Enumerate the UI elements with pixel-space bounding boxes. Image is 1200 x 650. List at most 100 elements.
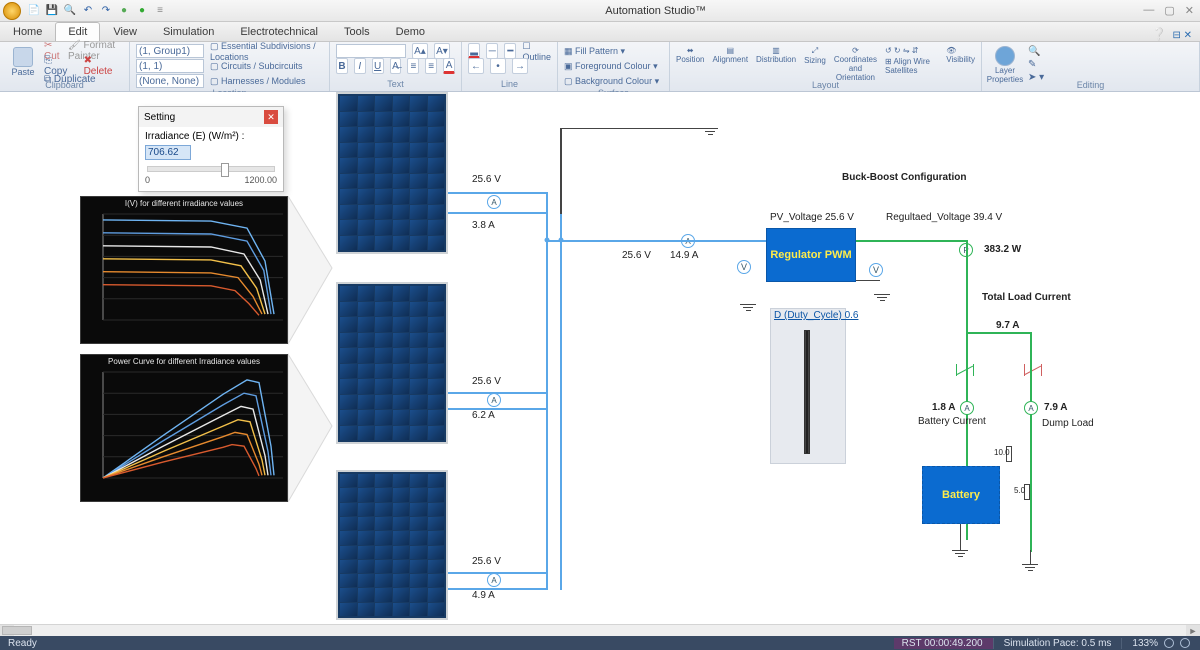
paste-button[interactable]: Paste (6, 44, 40, 80)
arrow-end-button[interactable]: → (512, 58, 528, 74)
fill-pattern-button[interactable]: ▦ Fill Pattern ▾ (564, 46, 625, 57)
line-color-button[interactable]: ▂ (468, 43, 480, 59)
loc-opt3[interactable]: ▢ Harnesses / Modules (210, 76, 306, 87)
tab-demo[interactable]: Demo (383, 22, 438, 41)
align-center-button[interactable]: ≡ (425, 58, 437, 74)
minimize-icon[interactable]: — (1143, 4, 1154, 17)
battery-block[interactable]: Battery (922, 466, 1000, 524)
fg-color-button[interactable]: ▣ Foreground Colour ▾ (564, 61, 658, 72)
canvas[interactable]: Setting✕ Irradiance (E) (W/m²) : 01200.0… (0, 92, 1200, 636)
rotate-buttons[interactable]: ↺ ↻ ⇋ ⇵ (885, 46, 938, 55)
qat-dot2-icon[interactable]: ● (134, 3, 150, 19)
bus-v: 25.6 V (622, 250, 651, 261)
regulator-block[interactable]: Regulator PWM (766, 228, 856, 282)
status-pace: Simulation Pace: 0.5 ms (993, 638, 1122, 649)
bus-i: 14.9 A (670, 250, 698, 261)
load-i: 9.7 A (996, 320, 1020, 331)
underline-button[interactable]: U (372, 58, 384, 74)
tab-simulation[interactable]: Simulation (150, 22, 227, 41)
status-ready: Ready (0, 636, 47, 650)
reg-voltage-label: Regultaed_Voltage 39.4 V (886, 212, 1002, 223)
collapse-ribbon-icon[interactable]: ⊟ ✕ (1172, 30, 1192, 41)
pv2-ammeter-icon: A (487, 393, 501, 407)
bat-i: 1.8 A (932, 402, 956, 413)
align-left-button[interactable]: ≡ (407, 58, 419, 74)
pv2-i: 6.2 A (472, 410, 495, 421)
power-chart-svg (81, 368, 289, 496)
editing-tools[interactable]: 🔍✎➤ ▾ (1028, 46, 1044, 83)
group-editing: Layer Properties 🔍✎➤ ▾ Editing (982, 42, 1200, 91)
sizing-button[interactable]: ⤢Sizing (804, 46, 826, 65)
line-style-button[interactable]: ─ (486, 43, 498, 59)
qat-dot1-icon[interactable]: ● (116, 3, 132, 19)
line-weight-button[interactable]: ━ (504, 43, 516, 59)
align-wire-button[interactable]: ⊞ Align Wire Satellites (885, 57, 938, 75)
group-surface: ▦ Fill Pattern ▾ ▣ Foreground Colour ▾ ▢… (558, 42, 670, 91)
tab-home[interactable]: Home (0, 22, 55, 41)
solar-panel-1[interactable] (336, 92, 448, 254)
coord-button[interactable]: ⟳Coordinates and Orientation (834, 46, 877, 82)
location-dd3[interactable]: (None, None) (136, 74, 204, 88)
slider-min: 0 (145, 175, 150, 185)
r2-value: 5.0 (1014, 486, 1025, 495)
duty-label: D (Duty_Cycle) 0.6 (774, 310, 858, 321)
tab-edit[interactable]: Edit (55, 22, 100, 41)
ribbon: Paste ✂ Cut🖌 Format Painter ⎘ Copy✖ Dele… (0, 42, 1200, 92)
dump-switch-icon[interactable] (1024, 364, 1042, 376)
battery-switch-icon[interactable] (956, 364, 974, 376)
grow-font-button[interactable]: A▴ (412, 43, 428, 59)
status-bar: Ready RST 00:00:49.200 Simulation Pace: … (0, 636, 1200, 650)
pv3-v: 25.6 V (472, 556, 501, 567)
bg-color-button[interactable]: ▢ Background Colour ▾ (564, 76, 659, 87)
dump-i: 7.9 A (1044, 402, 1068, 413)
ground-icon (702, 128, 718, 135)
location-dd1[interactable]: (1, Group1) (136, 44, 204, 58)
qat-redo-icon[interactable]: ↷ (98, 3, 114, 19)
setting-close-icon[interactable]: ✕ (264, 110, 278, 124)
shrink-font-button[interactable]: A▾ (434, 43, 450, 59)
arrow-start-button[interactable]: ← (468, 58, 484, 74)
qat-undo-icon[interactable]: ↶ (80, 3, 96, 19)
alignment-button[interactable]: ▤Alignment (712, 46, 748, 64)
location-dd2[interactable]: (1, 1) (136, 59, 204, 73)
zoom-in-icon[interactable] (1180, 638, 1190, 648)
solar-panel-3[interactable] (336, 470, 448, 620)
pv3-ammeter-icon: A (487, 573, 501, 587)
window-controls: — ▢ ✕ (1143, 4, 1194, 17)
load-title: Total Load Current (982, 292, 1042, 303)
qat-save-icon[interactable]: 💾 (44, 3, 60, 19)
status-zoom[interactable]: 133% (1121, 638, 1200, 649)
distribution-button[interactable]: ▥Distribution (756, 46, 796, 64)
font-dd[interactable] (336, 44, 406, 58)
loc-opt2[interactable]: ▢ Circuits / Subcircuits (210, 61, 303, 72)
position-button[interactable]: ⬌Position (676, 46, 704, 64)
close-icon[interactable]: ✕ (1185, 4, 1194, 17)
tab-electrotechnical[interactable]: Electrotechnical (227, 22, 331, 41)
bold-button[interactable]: B (336, 58, 348, 74)
ground-icon-2 (874, 294, 890, 301)
zoom-out-icon[interactable] (1164, 638, 1174, 648)
r1-value: 10.0 (994, 448, 1010, 457)
layer-properties-button[interactable]: Layer Properties (988, 46, 1022, 84)
ribbon-tabs: Home Edit View Simulation Electrotechnic… (0, 22, 1200, 42)
solar-panel-2[interactable] (336, 282, 448, 444)
horizontal-scrollbar[interactable]: ◄ ► (0, 624, 1200, 636)
dump-label: Dump Load (1042, 418, 1082, 429)
qat-find-icon[interactable]: 🔍 (62, 3, 78, 19)
italic-button[interactable]: I (354, 58, 366, 74)
maximize-icon[interactable]: ▢ (1164, 4, 1174, 17)
duty-bar[interactable] (804, 330, 810, 454)
title-bar: 📄 💾 🔍 ↶ ↷ ● ● ≡ Automation Studio™ — ▢ ✕ (0, 0, 1200, 22)
strike-button[interactable]: A̶ (390, 58, 402, 74)
tab-view[interactable]: View (100, 22, 150, 41)
qat-more-icon[interactable]: ≡ (152, 3, 168, 19)
scroll-thumb[interactable] (2, 626, 32, 635)
tab-tools[interactable]: Tools (331, 22, 383, 41)
help-icon[interactable]: ❔ (1152, 27, 1167, 41)
irradiance-input[interactable] (145, 145, 191, 160)
irradiance-slider[interactable] (147, 166, 275, 172)
font-color-button[interactable]: A (443, 58, 455, 74)
visibility-button[interactable]: 👁 Visibility (946, 46, 975, 64)
qat-new-icon[interactable]: 📄 (26, 3, 42, 19)
arrow-mid-button[interactable]: • (490, 58, 506, 74)
